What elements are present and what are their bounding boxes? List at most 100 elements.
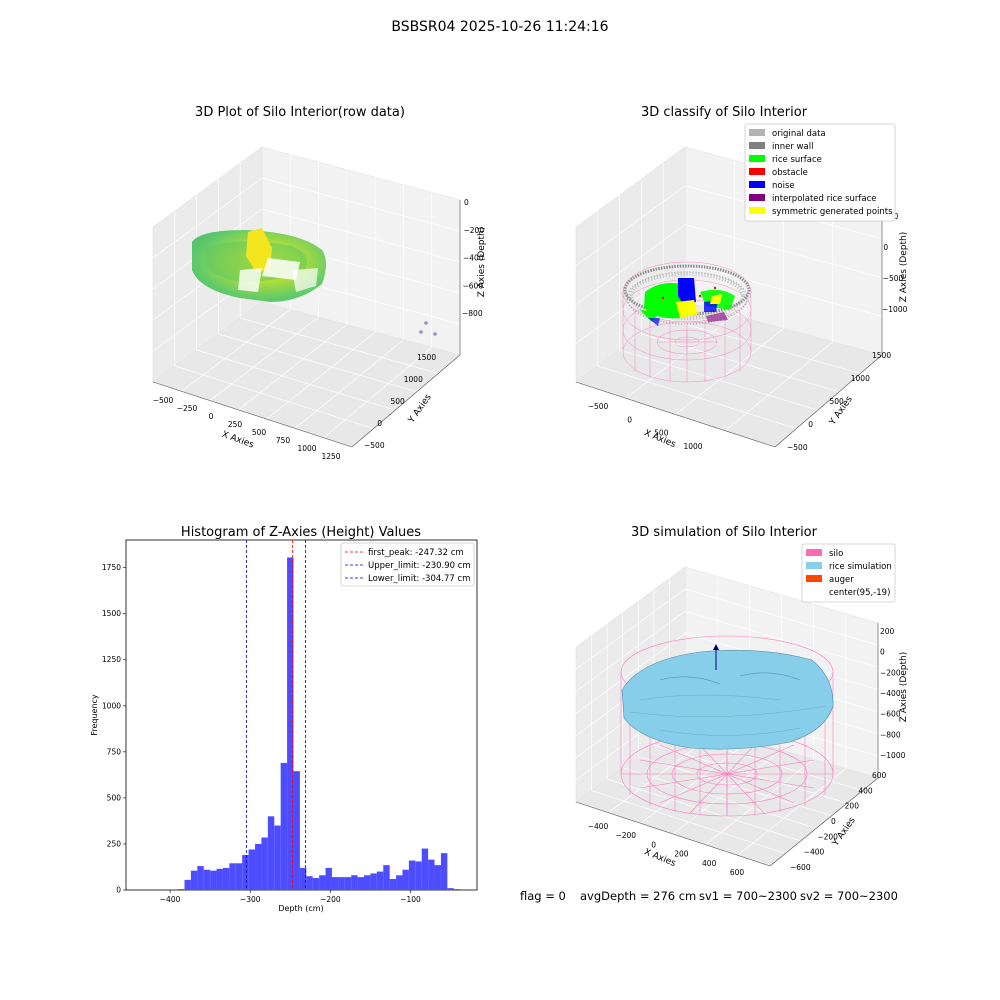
legend-entry: symmetric generated points bbox=[772, 207, 893, 217]
status-sv2: sv2 = 700~2300 bbox=[800, 889, 898, 903]
grid-line bbox=[597, 365, 797, 429]
z-tick-label: −200 bbox=[880, 668, 901, 677]
z-tick-label: −500 bbox=[883, 274, 904, 283]
x-tick-label: 1000 bbox=[297, 444, 316, 453]
grid-line bbox=[684, 262, 883, 317]
axis-line bbox=[769, 777, 879, 867]
z-tick-label: 0 bbox=[880, 648, 885, 657]
histogram-bar bbox=[210, 870, 217, 890]
legend-entry: rice simulation bbox=[829, 562, 892, 572]
grid-line bbox=[240, 317, 439, 374]
grid-line bbox=[196, 349, 396, 411]
grid-line bbox=[591, 790, 786, 854]
y-tick-label: 1500 bbox=[102, 609, 121, 618]
z-tick-label: −800 bbox=[462, 309, 483, 318]
y-tick-label: −400 bbox=[804, 848, 825, 857]
grid-line bbox=[174, 365, 374, 429]
y-tick-label: 1000 bbox=[404, 375, 423, 384]
z-tick-label: −600 bbox=[880, 710, 901, 719]
legend-swatch bbox=[806, 562, 822, 569]
y-tick-label: 750 bbox=[107, 747, 122, 756]
grid-line bbox=[575, 611, 686, 692]
grid-line bbox=[622, 767, 817, 829]
legend-entry: noise bbox=[772, 181, 795, 191]
z-tick-label: 200 bbox=[880, 627, 895, 636]
histogram-bar bbox=[376, 871, 384, 890]
histogram-bar bbox=[408, 860, 416, 890]
grid-line bbox=[575, 633, 686, 714]
histogram-bar bbox=[299, 867, 307, 890]
raw-data-3d-panel: 3D Plot of Silo Interior(row data) −500−… bbox=[152, 105, 487, 461]
histogram-y-label: Frequency bbox=[90, 694, 99, 736]
x-tick-label: −100 bbox=[400, 895, 421, 904]
histogram-bar bbox=[197, 866, 204, 890]
x-tick-label: 250 bbox=[228, 420, 243, 429]
legend-entry: auger bbox=[829, 575, 854, 585]
axis-line bbox=[774, 354, 883, 448]
grid-line bbox=[684, 588, 879, 646]
legend-entry: interpolated rice surface bbox=[772, 194, 877, 204]
z-tick-label: −400 bbox=[880, 689, 901, 698]
y-tick-label: 1500 bbox=[417, 353, 436, 362]
grid-line bbox=[725, 341, 833, 432]
histogram-bar bbox=[261, 837, 268, 890]
x-tick-label: −250 bbox=[177, 404, 198, 413]
axis-line bbox=[351, 354, 461, 448]
y-tick-label: 500 bbox=[830, 397, 845, 406]
legend-swatch bbox=[806, 575, 822, 582]
legend-frame bbox=[340, 542, 475, 587]
histogram-bar bbox=[229, 863, 236, 890]
histogram-bar bbox=[184, 879, 191, 890]
legend-entry: first_peak: -247.32 cm bbox=[368, 548, 464, 558]
histogram-bar bbox=[325, 867, 332, 890]
grid-line bbox=[218, 333, 417, 393]
grid-line bbox=[625, 314, 735, 399]
legend-frame bbox=[801, 543, 896, 603]
histogram-bar bbox=[255, 843, 262, 890]
grid-line bbox=[294, 339, 404, 429]
status-flag: flag = 0 bbox=[520, 889, 566, 903]
legend-entry: Lower_limit: -304.77 cm bbox=[368, 574, 470, 584]
legend-swatch bbox=[749, 181, 765, 188]
histogram-bar bbox=[242, 855, 249, 890]
histogram-plot-area bbox=[125, 539, 478, 891]
classify-3d-panel: 3D classify of Silo Interior −500 0 500 100… bbox=[575, 105, 909, 452]
grid-line bbox=[209, 316, 319, 401]
y-tick-label: 200 bbox=[845, 802, 860, 811]
x-tick-label: −400 bbox=[588, 822, 609, 831]
x-tick-label: 0 bbox=[651, 840, 656, 849]
histogram-bar bbox=[396, 875, 403, 890]
histogram-bar bbox=[293, 771, 300, 890]
figure-suptitle: BSBSR04 2025-10-26 11:24:16 bbox=[391, 19, 608, 35]
legend-swatch bbox=[749, 207, 765, 214]
grid-line bbox=[575, 588, 686, 670]
histogram-bar bbox=[267, 816, 275, 890]
classify-plot-point-cloud bbox=[622, 261, 752, 383]
histogram-bar bbox=[421, 848, 429, 890]
histogram-bar bbox=[364, 875, 371, 890]
x-axis-label: X Axies bbox=[642, 847, 677, 869]
grid-line bbox=[684, 610, 879, 668]
classify-legend: original data inner wall rice surface obsta… bbox=[744, 123, 896, 222]
z-axis-label: Z Axies (Depth) bbox=[477, 227, 487, 298]
legend-swatch bbox=[749, 129, 765, 136]
y-tick-label: 500 bbox=[391, 397, 406, 406]
grid-line bbox=[638, 755, 832, 817]
histogram-bar bbox=[370, 873, 377, 890]
histogram-bar bbox=[248, 849, 256, 890]
z-tick-label: −1000 bbox=[880, 751, 906, 760]
z-tick-label: −400 bbox=[463, 254, 484, 263]
grid-line bbox=[152, 177, 263, 259]
histogram-bar bbox=[389, 878, 397, 890]
grid-line bbox=[675, 328, 784, 415]
grid-line bbox=[575, 185, 686, 267]
y-tick-label: −200 bbox=[817, 832, 838, 841]
grid-line bbox=[323, 347, 432, 438]
x-tick-label: 400 bbox=[702, 859, 717, 868]
y-tick-label: 1000 bbox=[851, 374, 870, 383]
histogram-bar bbox=[312, 878, 320, 890]
histogram-x-ticks: −400 −300 −200 −100 bbox=[160, 890, 421, 904]
histogram-bar bbox=[351, 875, 358, 890]
legend-swatch bbox=[749, 194, 765, 201]
y-tick-label: 400 bbox=[858, 786, 873, 795]
